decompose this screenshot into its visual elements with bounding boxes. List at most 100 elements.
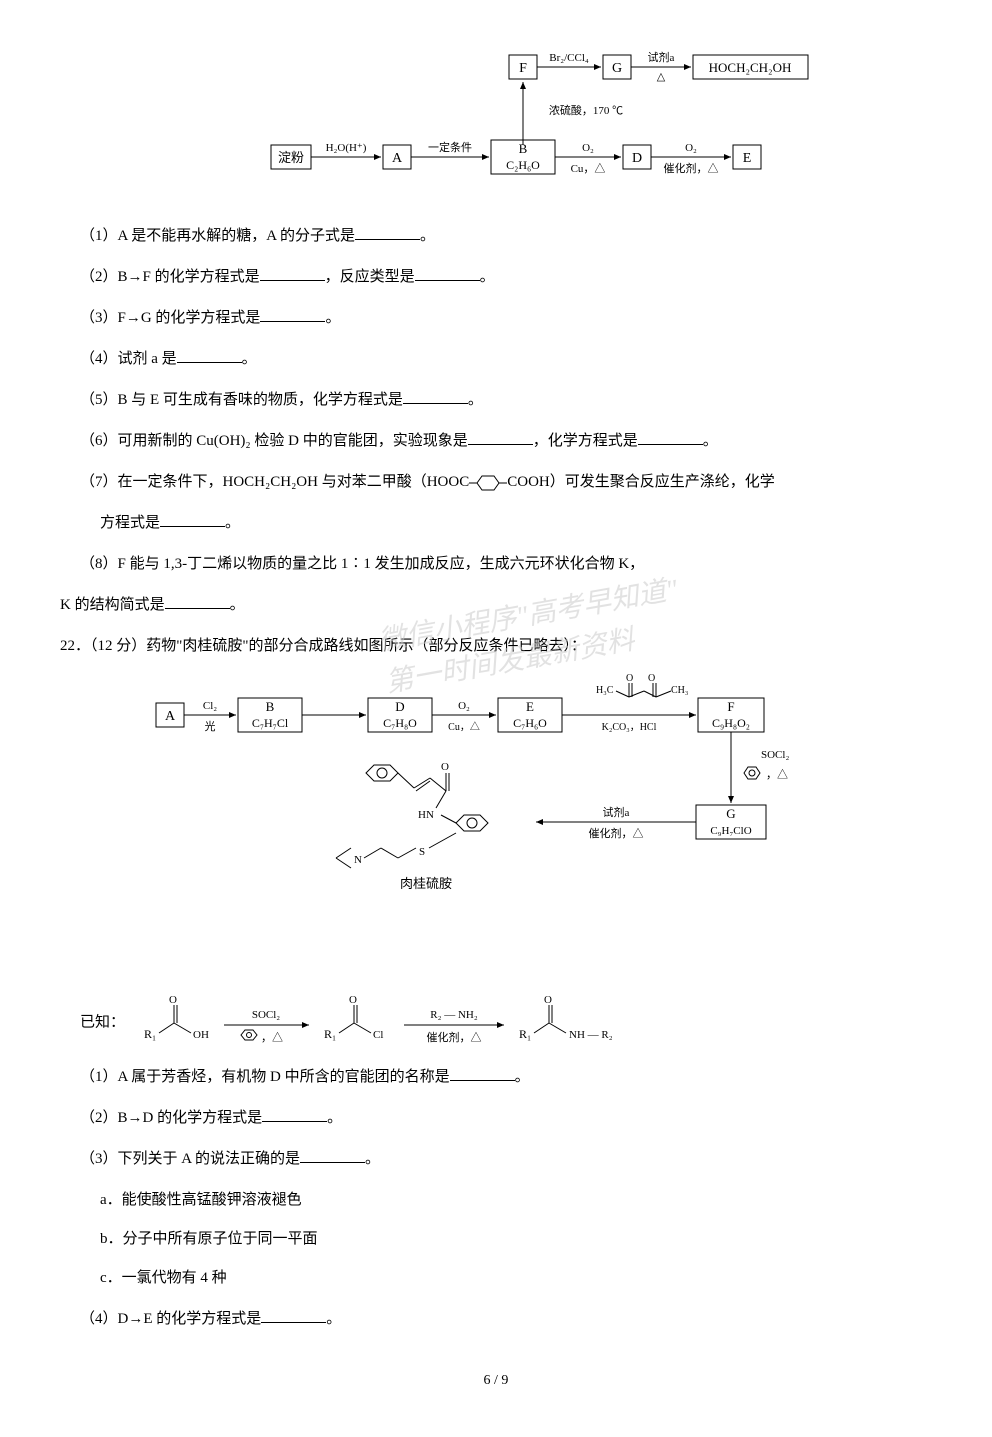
q21-2-text-a: （2）B→F 的化学方程式是 — [80, 269, 260, 285]
svg-text:Cl₂: Cl₂ — [203, 700, 217, 712]
svg-text:Cu，△: Cu，△ — [571, 162, 606, 175]
svg-text:B: B — [266, 699, 275, 714]
terephthalic-acid: HOOC COOH — [427, 466, 550, 499]
diagram-q22-svg: A Cl₂ 光 B C₇H₇Cl D C₇H₈O O₂ Cu，△ E C₇H₆O… — [136, 673, 856, 973]
svg-text:试剂a: 试剂a — [648, 50, 675, 64]
svg-text:F: F — [727, 699, 734, 714]
svg-text:Cu，△: Cu，△ — [448, 721, 480, 733]
q21-4: （4）试剂 a 是 。 — [80, 343, 932, 376]
q21-4-text-a: （4）试剂 a 是 — [80, 351, 177, 367]
q22-num: 22． — [60, 638, 90, 654]
q22-3-text-a: （3）下列关于 A 的说法正确的是 — [80, 1151, 300, 1167]
q21-8-text-c: 。 — [230, 597, 245, 613]
diagram-q21-svg: F Br₂/CCl₄ G 试剂a △ HOCH₂CH₂OH 浓硫酸，170 ℃ … — [171, 50, 821, 200]
svg-text:催化剂，△: 催化剂，△ — [589, 826, 644, 840]
svg-text:催化剂，△: 催化剂，△ — [426, 1030, 481, 1044]
blank — [261, 1307, 326, 1324]
known-label: 已知： — [80, 1015, 125, 1031]
svg-text:O: O — [169, 994, 177, 1006]
q21-6-text-c: 。 — [703, 433, 718, 449]
svg-text:O: O — [441, 761, 449, 773]
svg-text:R₁: R₁ — [324, 1027, 336, 1041]
svg-text:N: N — [354, 854, 362, 866]
svg-text:HOCH₂CH₂OH: HOCH₂CH₂OH — [709, 60, 792, 75]
svg-text:一定条件: 一定条件 — [428, 140, 472, 154]
q21-7-cont: 方程式是。 — [100, 507, 932, 540]
blank — [165, 593, 230, 610]
svg-text:D: D — [395, 699, 404, 714]
svg-text:A: A — [392, 151, 403, 166]
q22-2-text-a: （2）B→D 的化学方程式是 — [80, 1110, 262, 1126]
q21-4-text-b: 。 — [242, 351, 257, 367]
svg-text:B: B — [519, 141, 528, 156]
svg-text:，△: ，△ — [766, 768, 788, 781]
svg-text:光: 光 — [205, 719, 216, 733]
svg-text:H₃C: H₃C — [596, 685, 614, 696]
q21-2-text-b: ，反应类型是 — [325, 269, 415, 285]
svg-text:C₇H₈O: C₇H₈O — [383, 716, 417, 730]
svg-text:淀粉: 淀粉 — [278, 150, 304, 165]
blank — [262, 1106, 327, 1123]
svg-text:CH₃: CH₃ — [671, 685, 688, 696]
known-reaction-svg: R₁ O OH SOCl₂ ，△ R₁ O Cl R₂ — NH₂ 催化剂，△ … — [129, 993, 729, 1053]
svg-text:C₇H₇Cl: C₇H₇Cl — [252, 716, 289, 730]
svg-text:R₂ — NH₂: R₂ — NH₂ — [430, 1009, 478, 1021]
q21-6-text-a: （6）可用新制的 Cu(OH)₂ 检验 D 中的官能团，实验现象是 — [80, 433, 468, 449]
svg-text:Cl: Cl — [373, 1029, 383, 1041]
q21-3-text-a: （3）F→G 的化学方程式是 — [80, 310, 260, 326]
q22-3: （3）下列关于 A 的说法正确的是 。 — [80, 1143, 932, 1176]
svg-text:试剂a: 试剂a — [603, 805, 630, 819]
svg-text:△: △ — [657, 71, 666, 83]
svg-text:C₉H₈O₂: C₉H₈O₂ — [712, 716, 750, 730]
q21-1-text-b: 。 — [420, 228, 435, 244]
q22-known: 已知： R₁ O OH SOCl₂ ，△ R₁ O Cl R₂ — NH₂ 催化… — [80, 993, 932, 1053]
svg-text:G: G — [612, 61, 622, 76]
svg-text:E: E — [743, 151, 752, 166]
q22-1-text-b: 。 — [515, 1069, 530, 1085]
q22-2: （2）B→D 的化学方程式是 。 — [80, 1102, 932, 1135]
q22-4-text-b: 。 — [326, 1311, 341, 1327]
svg-text:O₂: O₂ — [458, 700, 470, 712]
svg-text:催化剂，△: 催化剂，△ — [664, 161, 719, 175]
q21-2-text-c: 。 — [480, 269, 495, 285]
svg-text:O₂: O₂ — [582, 142, 594, 154]
q22-4-text-a: （4）D→E 的化学方程式是 — [80, 1311, 261, 1327]
q22-1-text-a: （1）A 属于芳香烃，有机物 D 中所含的官能团的名称是 — [80, 1069, 450, 1085]
q21-5: （5）B 与 E 可生成有香味的物质，化学方程式是 。 — [80, 384, 932, 417]
svg-text:O: O — [349, 994, 357, 1006]
blank — [468, 429, 533, 446]
diagram-q21: F Br₂/CCl₄ G 试剂a △ HOCH₂CH₂OH 浓硫酸，170 ℃ … — [60, 50, 932, 200]
q21-8: （8）F 能与 1,3-丁二烯以物质的量之比 1∶1 发生加成反应，生成六元环状… — [80, 548, 932, 581]
svg-text:R₁: R₁ — [144, 1027, 156, 1041]
q21-5-text-a: （5）B 与 E 可生成有香味的物质，化学方程式是 — [80, 392, 403, 408]
svg-text:E: E — [526, 699, 534, 714]
blank — [415, 265, 480, 282]
svg-text:D: D — [632, 151, 642, 166]
svg-text:，△: ，△ — [261, 1031, 283, 1044]
q22-2-text-b: 。 — [327, 1110, 342, 1126]
svg-text:SOCl₂: SOCl₂ — [252, 1009, 280, 1021]
svg-text:O: O — [544, 994, 552, 1006]
svg-text:O: O — [626, 673, 633, 684]
q21-7-text-a: （7）在一定条件下，HOCH₂CH₂OH 与对苯二甲酸（ — [80, 474, 427, 490]
blank — [260, 265, 325, 282]
q21-1-text-a: （1）A 是不能再水解的糖，A 的分子式是 — [80, 228, 355, 244]
q21-7-text-b: ）可发生聚合反应生产涤纶，化学 — [550, 474, 775, 490]
q21-7: （7）在一定条件下，HOCH₂CH₂OH 与对苯二甲酸（ HOOC COOH ）… — [80, 466, 932, 499]
blank — [300, 1147, 365, 1164]
q22-intro-text: （12 分）药物"肉桂硫胺"的部分合成路线如图所示（部分反应条件已略去）： — [90, 638, 586, 654]
q21-8-text-a: （8）F 能与 1,3-丁二烯以物质的量之比 1∶1 发生加成反应，生成六元环状… — [80, 556, 644, 572]
q21-5-text-b: 。 — [468, 392, 483, 408]
blank — [450, 1065, 515, 1082]
blank — [260, 306, 325, 323]
q21-2: （2）B→F 的化学方程式是 ，反应类型是 。 — [80, 261, 932, 294]
q21-1: （1）A 是不能再水解的糖，A 的分子式是 。 — [80, 220, 932, 253]
q21-8-cont: K 的结构简式是 。 — [60, 589, 932, 622]
blank — [355, 224, 420, 241]
q22-3-opt-a: a．能使酸性高锰酸钾溶液褪色 — [100, 1184, 932, 1217]
q21-8-text-b: K 的结构简式是 — [60, 597, 165, 613]
svg-text:Br₂/CCl₄: Br₂/CCl₄ — [549, 52, 589, 64]
q21-3-text-b: 。 — [325, 310, 340, 326]
q22-3-text-b: 。 — [365, 1151, 380, 1167]
benzene-icon — [469, 472, 507, 494]
